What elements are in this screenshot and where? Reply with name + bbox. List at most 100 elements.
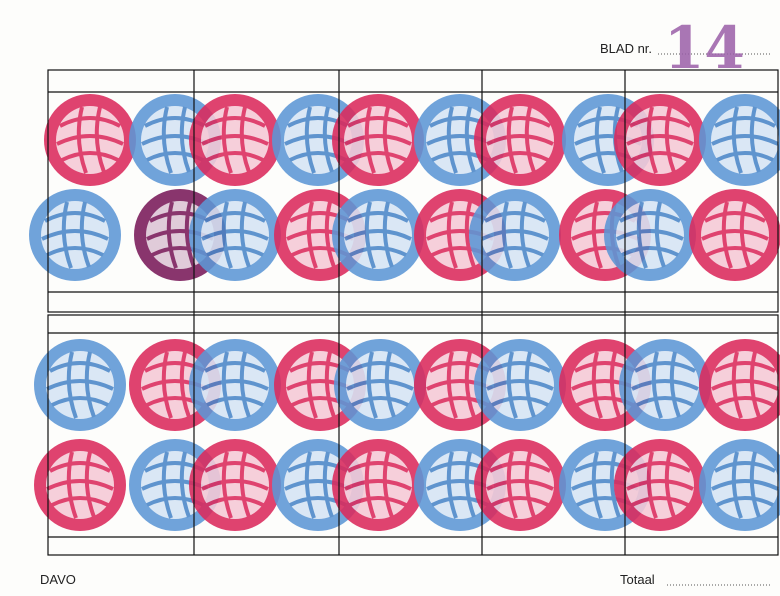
- ball-seam: [44, 211, 106, 223]
- ball-seam: [446, 351, 458, 419]
- ball-seam: [464, 106, 476, 173]
- volleyball-stamp: [332, 439, 424, 531]
- ball-seam: [489, 361, 551, 373]
- ball-seam: [382, 451, 394, 518]
- ball-seam: [716, 396, 774, 407]
- ball-seam: [634, 361, 696, 373]
- ball-seam: [349, 151, 407, 162]
- ball-seam: [161, 351, 173, 419]
- ball-seam: [654, 201, 666, 268]
- ball-seam: [66, 451, 78, 519]
- volleyball-stamp: [44, 94, 136, 186]
- ball-seam: [646, 106, 658, 174]
- ball-seam: [631, 496, 689, 507]
- ball-seam: [711, 479, 779, 491]
- ball-seam: [239, 351, 251, 418]
- ball-seam: [221, 106, 233, 174]
- ball-seam: [201, 134, 269, 146]
- ball-seam: [506, 106, 518, 174]
- ball-seam: [486, 134, 554, 146]
- ball-seam: [711, 134, 779, 146]
- ball-seam: [322, 106, 334, 173]
- ball-seam: [486, 379, 554, 391]
- ball-seam: [501, 201, 513, 269]
- ball-seam: [664, 451, 676, 518]
- volleyball-stamp: [699, 439, 780, 531]
- ball-seam: [651, 351, 663, 419]
- ball-seam: [524, 451, 536, 518]
- ball-seam: [384, 351, 396, 418]
- volleyball-stamp: [474, 339, 566, 431]
- ball-seam: [382, 106, 394, 173]
- ball-seam: [731, 451, 743, 519]
- volleyball-stamp: [604, 189, 696, 281]
- ball-seam: [84, 451, 96, 518]
- ball-seam: [324, 351, 336, 418]
- ball-seam: [239, 106, 251, 173]
- ball-seam: [179, 106, 191, 173]
- ball-seam: [206, 496, 264, 507]
- lower-block: [47, 314, 779, 556]
- volleyball-stamp: [29, 189, 121, 281]
- ball-seam: [66, 351, 78, 419]
- sheet-label: BLAD nr.: [600, 41, 652, 56]
- volleyball-stamp: [332, 189, 424, 281]
- ball-seam: [206, 151, 264, 162]
- ball-seam: [46, 379, 114, 391]
- volleyball-stamp: [614, 439, 706, 531]
- ball-seam: [351, 396, 409, 407]
- ball-seam: [56, 134, 124, 146]
- ball-seam: [51, 396, 109, 407]
- ball-seam: [749, 451, 761, 518]
- ball-seam: [201, 229, 269, 241]
- ball-seam: [46, 479, 114, 491]
- ball-seam: [306, 351, 318, 419]
- ball-seam: [201, 479, 269, 491]
- ball-seam: [524, 351, 536, 418]
- ball-seam: [591, 201, 603, 269]
- brand: DAVO: [40, 572, 76, 587]
- ball-seam: [322, 451, 334, 518]
- ball-seam: [347, 211, 409, 223]
- ball-seam: [161, 451, 173, 519]
- ball-seam: [61, 201, 73, 269]
- ball-seam: [204, 361, 266, 373]
- volleyball-stamp: [189, 189, 281, 281]
- ball-seam: [364, 451, 376, 519]
- ball-seam: [204, 116, 266, 128]
- ball-seam: [609, 451, 621, 518]
- volleyball-stamp: [474, 94, 566, 186]
- ball-seam: [491, 151, 549, 162]
- ball-seam: [61, 151, 119, 162]
- ball-seam: [344, 479, 412, 491]
- ball-seam: [347, 461, 409, 473]
- ball-seam: [179, 451, 191, 518]
- ball-seam: [711, 379, 779, 391]
- ball-seam: [49, 461, 111, 473]
- ball-seam: [166, 201, 178, 269]
- ball-seam: [464, 201, 476, 268]
- volleyball-stamp: [189, 439, 281, 531]
- volleyball-stamp: [34, 439, 126, 531]
- volleyball-stamp: [189, 339, 281, 431]
- ball-seam: [204, 461, 266, 473]
- ball-seam: [486, 479, 554, 491]
- ball-seam: [591, 451, 603, 519]
- ball-seam: [239, 451, 251, 518]
- ball-seam: [629, 461, 691, 473]
- ball-seam: [464, 451, 476, 518]
- volleyball-stamp: [474, 439, 566, 531]
- ball-seam: [304, 451, 316, 519]
- ball-seam: [364, 106, 376, 174]
- ball-seam: [349, 246, 407, 257]
- ball-seam: [446, 201, 458, 269]
- ball-seam: [179, 351, 191, 418]
- ball-seam: [664, 106, 676, 173]
- ball-seam: [221, 201, 233, 269]
- ball-seam: [629, 116, 691, 128]
- ball-seam: [304, 106, 316, 174]
- ball-seam: [184, 201, 196, 268]
- ball-seam: [59, 116, 121, 128]
- ball-seam: [306, 201, 318, 269]
